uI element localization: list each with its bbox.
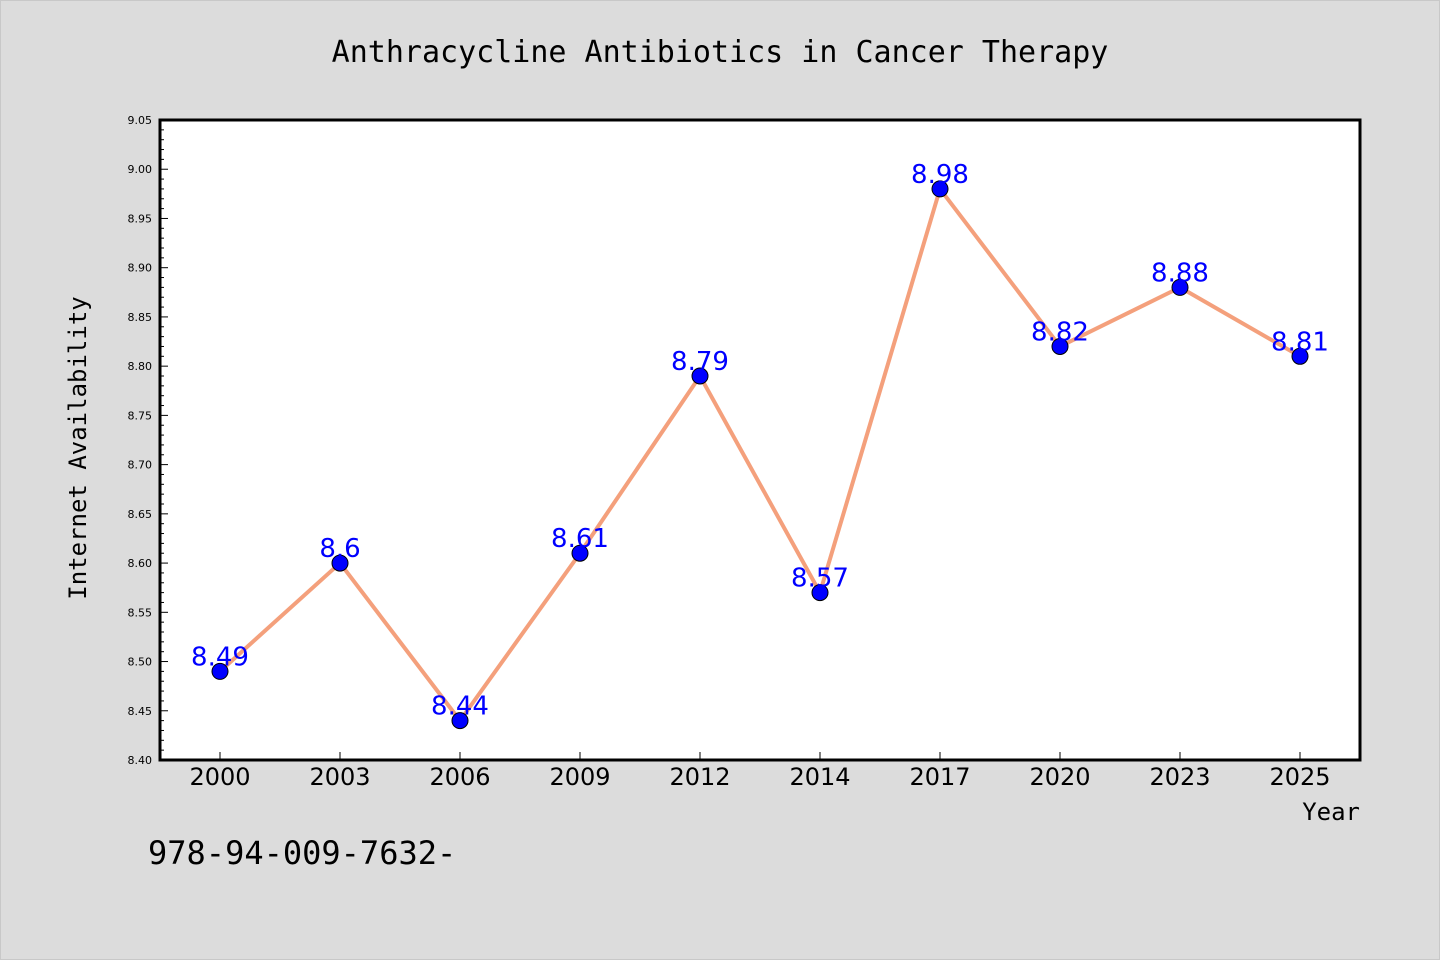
data-point (811, 584, 829, 602)
data-point (691, 367, 709, 385)
y-axis-label: Internet Availability (64, 296, 92, 599)
data-point (1051, 337, 1069, 355)
data-point (571, 544, 589, 562)
y-tick-label: 8.95 (128, 212, 153, 225)
data-label: 8.88 (1151, 258, 1209, 288)
y-tick-label: 8.80 (128, 360, 153, 373)
data-label: 8.61 (551, 524, 609, 554)
y-axis: 8.40 8.45 8.50 8.55 8.60 8.65 8.70 8.75 8.80 8.85… (128, 114, 168, 767)
x-tick-label: 2014 (789, 763, 850, 791)
data-point (1291, 347, 1309, 365)
data-point (451, 712, 469, 730)
data-label: 8.57 (791, 564, 849, 594)
x-tick-label: 2009 (549, 763, 610, 791)
x-axis-label: Year (1302, 798, 1360, 826)
data-label: 8.6 (319, 534, 360, 564)
x-tick-label: 2000 (189, 763, 250, 791)
x-tick-label: 2017 (909, 763, 970, 791)
y-tick-label: 8.70 (128, 459, 153, 472)
y-tick-label: 9.05 (128, 114, 153, 127)
series-line (218, 186, 1301, 723)
data-label: 8.44 (431, 692, 489, 722)
data-label: 8.49 (191, 642, 249, 672)
plot-area (160, 120, 1360, 760)
data-point (331, 554, 349, 572)
x-tick-label: 2025 (1269, 763, 1330, 791)
data-point (211, 662, 229, 680)
x-axis: 2000 2003 2006 2009 2012 2014 2017 2020 2023 2025 (189, 752, 1331, 791)
x-tick-label: 2012 (669, 763, 730, 791)
data-labels: 8.49 8.6 8.44 8.61 8.79 8.57 8.98 8.82 8.88 8.81 (191, 160, 1329, 722)
y-tick-label: 9.00 (128, 163, 153, 176)
data-label: 8.79 (671, 347, 729, 377)
y-tick-label: 8.85 (128, 311, 153, 324)
x-tick-label: 2003 (309, 763, 370, 791)
footer-text: 978-94-009-7632- (148, 834, 456, 872)
y-tick-label: 8.60 (128, 557, 153, 570)
x-tick-label: 2006 (429, 763, 490, 791)
data-label: 8.82 (1031, 317, 1089, 347)
x-tick-label: 2023 (1149, 763, 1210, 791)
y-tick-label: 8.90 (128, 262, 153, 275)
series-markers (211, 180, 1309, 730)
y-tick-label: 8.40 (128, 754, 153, 767)
chart-title: Anthracycline Antibiotics in Cancer Ther… (332, 35, 1109, 70)
data-point (1171, 278, 1189, 296)
y-tick-label: 8.45 (128, 705, 153, 718)
y-tick-label: 8.50 (128, 656, 153, 669)
x-tick-label: 2020 (1029, 763, 1090, 791)
y-tick-label: 8.55 (128, 606, 153, 619)
y-tick-label: 8.65 (128, 508, 153, 521)
data-label: 8.81 (1271, 327, 1329, 357)
series-polyline (218, 186, 1301, 723)
data-point (931, 180, 949, 198)
data-label: 8.98 (911, 160, 969, 190)
plot-frame (158, 118, 1362, 762)
y-tick-label: 8.75 (128, 409, 153, 422)
